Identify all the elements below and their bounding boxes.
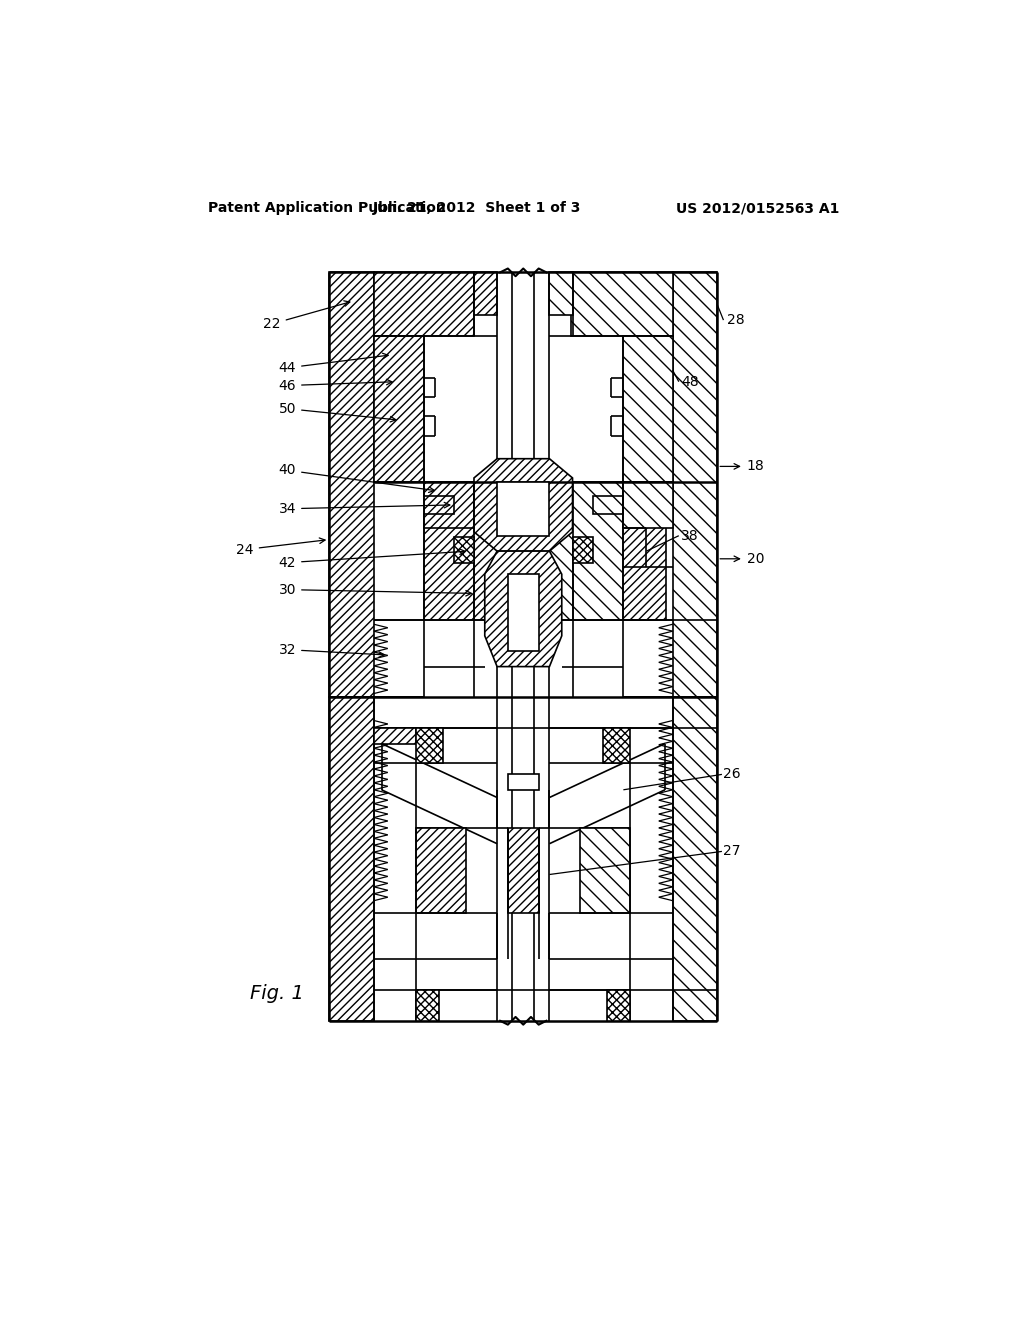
Bar [454,537,474,564]
Text: 28: 28 [727,313,744,327]
Bar [416,829,466,913]
Bar [581,829,631,913]
Text: 22: 22 [263,301,350,331]
Polygon shape [484,552,562,667]
Text: Fig. 1: Fig. 1 [250,985,304,1003]
Text: 27: 27 [724,845,741,858]
Bar [330,272,374,697]
Bar [508,574,539,651]
Bar [416,990,439,1020]
Text: Patent Application Publication: Patent Application Publication [208,202,445,215]
Bar [424,482,667,620]
Text: 44: 44 [279,354,388,375]
Text: 46: 46 [279,379,392,392]
Bar [673,697,717,1020]
Text: 18: 18 [720,459,764,474]
Polygon shape [374,729,416,743]
Text: 30: 30 [279,582,471,597]
Text: 20: 20 [720,552,764,566]
Bar [572,537,593,564]
Bar [550,482,623,620]
Bar [474,272,497,314]
Text: US 2012/0152563 A1: US 2012/0152563 A1 [676,202,839,215]
Bar [607,990,631,1020]
Text: 24: 24 [237,539,325,557]
Bar [603,729,631,763]
Bar [374,335,424,482]
Bar [508,829,539,913]
Polygon shape [424,482,474,528]
Bar [571,272,673,335]
Text: 50: 50 [279,401,396,422]
Text: 26: 26 [724,767,741,781]
Text: 42: 42 [279,549,465,570]
Bar [416,729,443,763]
Bar [673,272,717,697]
Bar [330,697,374,1020]
Bar [374,272,474,335]
Polygon shape [474,459,572,552]
Bar [623,335,673,482]
Bar [497,482,550,536]
Text: 48: 48 [681,375,698,388]
Text: 40: 40 [279,463,434,492]
Bar [550,272,572,314]
Text: Jun. 21, 2012  Sheet 1 of 3: Jun. 21, 2012 Sheet 1 of 3 [373,202,582,215]
Text: 38: 38 [681,529,698,543]
Text: 32: 32 [279,643,384,657]
Polygon shape [593,482,673,528]
Bar [508,775,539,789]
Text: 34: 34 [279,502,450,516]
